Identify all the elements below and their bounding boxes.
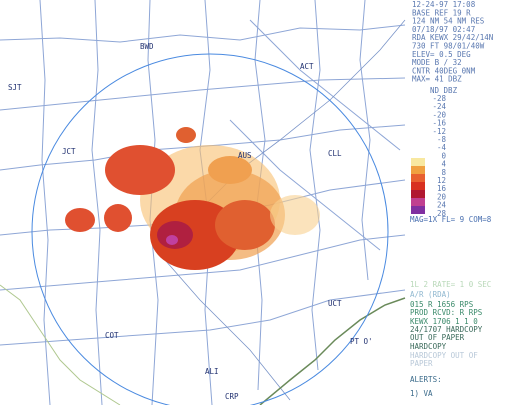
city-label: JCT [62,147,76,156]
city-label: COT [105,331,119,340]
header-line: MODE B / 32 [412,58,462,67]
legend-swatch [411,206,425,214]
coastline [259,297,406,405]
legend-level: -8 [437,135,447,144]
header-line: ELEV= 0.5 DEG [412,50,471,59]
legend-level: 24 [437,201,447,210]
reflectivity [65,127,320,270]
legend-swatch [411,174,425,182]
legend-level: -12 [432,127,446,136]
legend-level: -24 [432,102,446,111]
header-line: 730 FT 98/01/40W [412,42,485,51]
legend-swatch [411,182,425,190]
legend-level: -20 [432,110,446,119]
legend-level: 4 [441,160,446,169]
message-line: A/R (RDA) [410,290,451,299]
city-label: ALI [205,367,219,376]
city-label: PT O' [350,337,373,346]
range-ring [31,53,389,405]
legend-level: 20 [437,192,447,201]
city-label: AUS [238,151,252,160]
legend-level: 0 [441,151,446,160]
city-label: CLL [328,149,342,158]
legend-level: 16 [437,184,447,193]
header-line: MAX= 41 DBZ [412,75,462,84]
legend-level: 28 [437,209,447,218]
header-line: 07/18/97 02:47 [412,25,475,34]
message-line: KEWX 1706 1 1 0 [410,317,478,326]
header-line: BASE REF 19 R [412,8,471,17]
header-line: 124 NM 54 NM RES [412,17,485,26]
legend-level: -16 [432,119,446,128]
header-line: RDA KEWX 29/42/14N [412,33,493,42]
status-line: MAG=1X FL= 9 COM=8 [410,215,492,224]
header-line: 12-24-97 17:08 [412,0,476,9]
city-label: BWD [140,42,154,51]
message-line: ALERTS: [410,375,442,384]
legend-level: 8 [441,168,446,177]
state-line [0,284,121,405]
message-line: 1L 2 RATE= 1 0 SEC [410,280,491,289]
city-label: SJT [8,83,22,92]
legend-swatch [411,158,425,166]
message-line: 1) VA [410,389,433,398]
message-line: PROD RCVD: R RPS [410,308,483,317]
legend-level: 12 [437,176,446,185]
message-line: OUT OF PAPER [410,333,465,342]
legend-level: -4 [437,143,447,152]
legend-swatch [411,198,425,206]
message-line: HARDCOPY [410,342,447,351]
legend-swatch [411,166,425,174]
legend-title: ND DBZ [430,86,458,95]
message-line: 015 R 1656 RPS [410,300,474,309]
message-line: PAPER [410,359,433,368]
message-line: HARDCOPY OUT OF [410,351,478,360]
header-line: CNTR 40DEG 0NM [412,66,476,75]
city-label: UCT [328,299,342,308]
legend-swatch [411,190,425,198]
city-label: CRP [225,392,239,401]
message-line: 24/1707 HARDCOPY [410,325,483,334]
legend-level: -28 [432,94,446,103]
city-label: ACT [300,62,314,71]
